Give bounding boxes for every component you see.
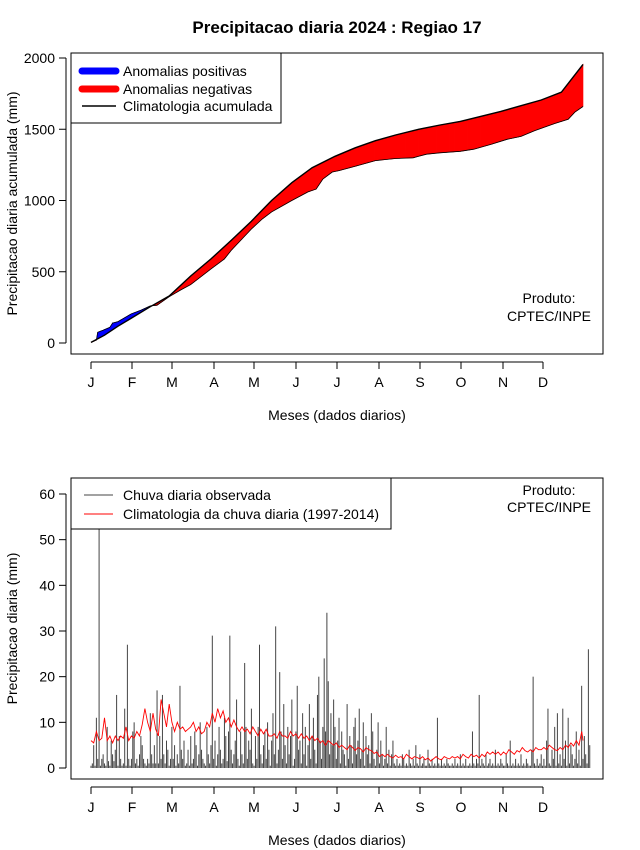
annotation-line: CPTEC/INPE: [507, 308, 591, 324]
y-tick-label: 500: [32, 264, 56, 280]
x-tick-label: A: [374, 799, 384, 815]
x-tick-label: N: [498, 374, 508, 390]
legend-label: Chuva diaria observada: [123, 487, 271, 503]
x-tick-label: M: [248, 374, 260, 390]
chart-title: Precipitacao diaria 2024 : Regiao 17: [192, 18, 481, 37]
legend: Chuva diaria observada Climatologia da ch…: [70, 477, 392, 530]
annotation-line: Produto:: [523, 482, 576, 498]
legend: Anomalias positivas Anomalias negativasCl…: [70, 52, 282, 124]
x-tick-label: D: [538, 374, 548, 390]
legend-label: Climatologia da chuva diaria (1997-2014): [123, 506, 379, 522]
x-tick-label: S: [415, 799, 424, 815]
x-tick-label: A: [209, 374, 219, 390]
y-tick-label: 0: [47, 760, 55, 776]
climatology-daily-line: [90, 699, 584, 762]
x-tick-label: O: [456, 374, 467, 390]
x-tick-label: J: [334, 799, 341, 815]
x-tick-label: J: [334, 374, 341, 390]
x-axis-label: Meses (dados diarios): [268, 832, 406, 848]
x-tick-label: N: [498, 799, 508, 815]
plot-top: 0 500 1000 1500 2000 J F M A M J J A S O N D Meses (dados…: [4, 50, 604, 423]
x-tick-label: O: [456, 799, 467, 815]
legend-label: Anomalias positivas: [123, 63, 247, 79]
observed-bars: [90, 484, 591, 768]
legend-label: Anomalias negativas: [123, 81, 252, 97]
x-tick-label: J: [293, 374, 300, 390]
y-tick-label: 1500: [24, 121, 55, 137]
x-tick-label: J: [88, 374, 95, 390]
y-axis-label: Precipitacao diaria acumulada (mm): [4, 91, 20, 315]
x-tick-label: F: [128, 799, 137, 815]
anomaly-segment: [581, 63, 584, 108]
plot-bottom: 0 10 20 30 40 50 60 J F M A M J J A S O N D Meses (dados di…: [4, 477, 604, 848]
x-tick-label: F: [128, 374, 137, 390]
x-tick-label: M: [166, 799, 178, 815]
x-tick-label: M: [166, 374, 178, 390]
y-tick-label: 30: [39, 623, 55, 639]
x-tick-label: S: [415, 374, 424, 390]
x-tick-label: J: [293, 799, 300, 815]
x-tick-label: A: [209, 799, 219, 815]
observed-accumulated-line: [90, 106, 584, 343]
legend-label: Climatologia acumulada: [123, 98, 273, 114]
annotation-line: CPTEC/INPE: [507, 499, 591, 515]
y-tick-label: 20: [39, 669, 55, 685]
y-tick-label: 50: [39, 532, 55, 548]
x-tick-label: M: [248, 799, 260, 815]
x-tick-label: A: [374, 374, 384, 390]
annotation-line: Produto:: [523, 290, 576, 306]
y-tick-label: 2000: [24, 50, 55, 66]
x-tick-label: D: [538, 799, 548, 815]
y-tick-label: 1000: [24, 193, 55, 209]
x-tick-label: J: [88, 799, 95, 815]
y-tick-label: 40: [39, 577, 55, 593]
y-tick-label: 60: [39, 486, 55, 502]
climatology-accumulated-line: [90, 63, 584, 344]
x-axis-label: Meses (dados diarios): [268, 407, 406, 423]
y-tick-label: 10: [39, 714, 55, 730]
y-tick-label: 0: [47, 335, 55, 351]
y-axis-label: Precipitacao diaria (mm): [4, 553, 20, 705]
plot-frame: [70, 52, 604, 355]
legend-box: [70, 477, 392, 530]
